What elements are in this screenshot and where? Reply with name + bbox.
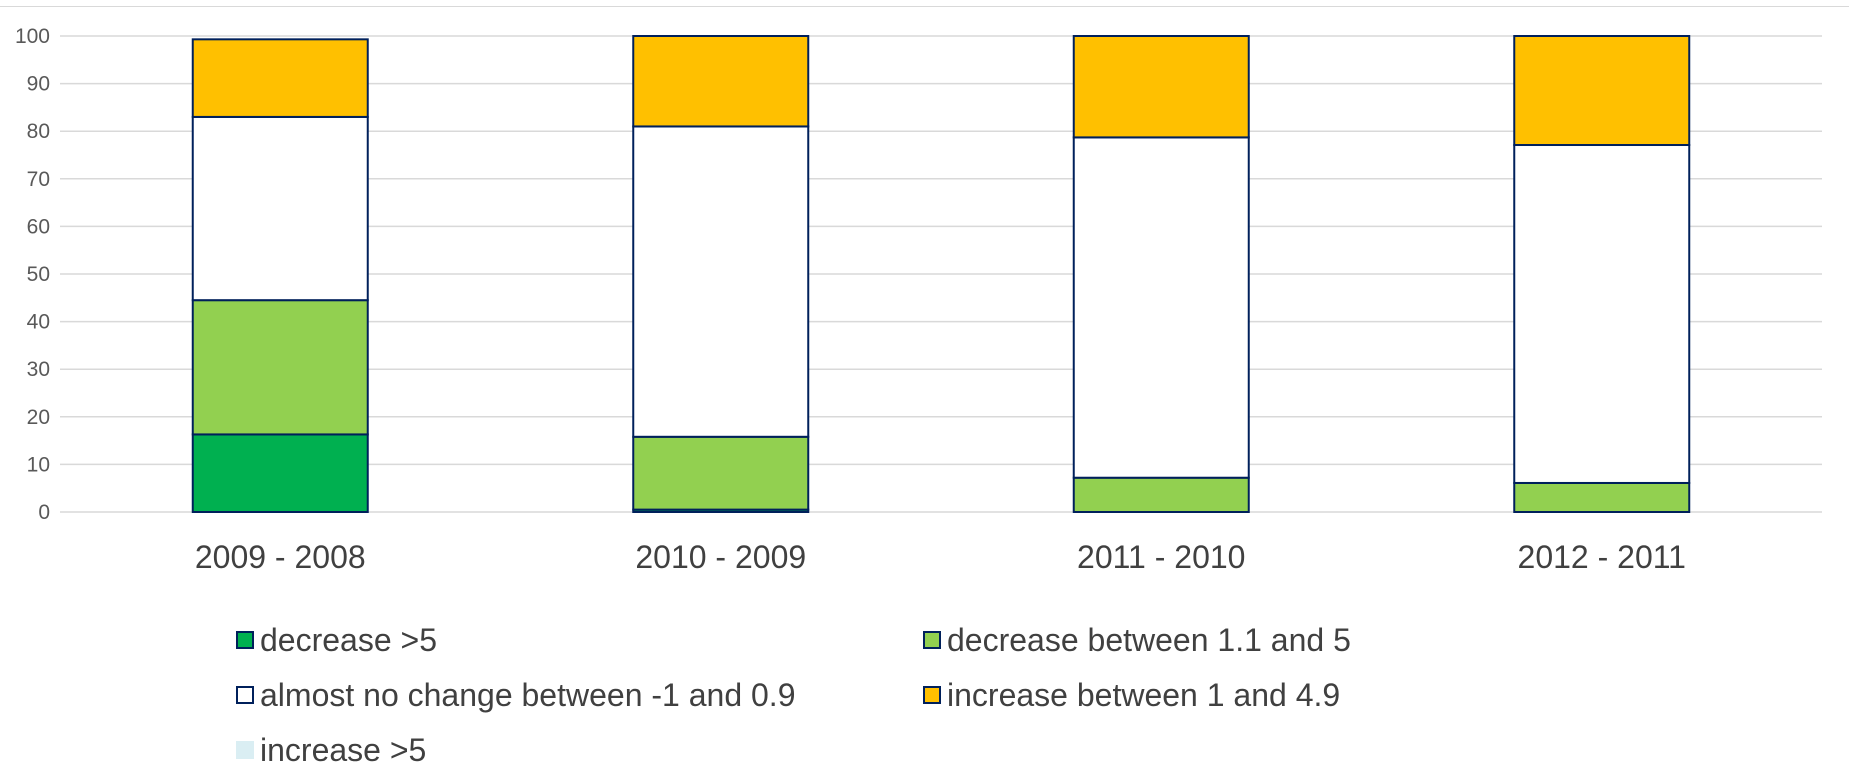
x-category-label: 2010 - 2009 bbox=[635, 539, 806, 575]
bar-segment bbox=[1072, 35, 1250, 139]
bar-segment bbox=[1513, 35, 1691, 147]
y-tick-label: 20 bbox=[27, 406, 50, 429]
x-category-label: 2009 - 2008 bbox=[195, 539, 366, 575]
x-category-label: 2012 - 2011 bbox=[1518, 539, 1686, 575]
bar-segment bbox=[1072, 476, 1250, 513]
bar-segment bbox=[191, 115, 369, 302]
bar-segment bbox=[632, 35, 810, 128]
y-tick-label: 30 bbox=[27, 358, 50, 381]
x-category-label: 2011 - 2010 bbox=[1077, 539, 1245, 575]
bar-segment bbox=[632, 125, 810, 438]
bar-segment bbox=[1513, 481, 1691, 513]
y-tick-label: 80 bbox=[27, 120, 50, 143]
y-tick-label: 40 bbox=[27, 311, 50, 334]
top-border-line bbox=[0, 6, 1849, 7]
bar-segment bbox=[632, 435, 810, 511]
y-tick-label: 10 bbox=[27, 453, 50, 476]
y-tick-label: 60 bbox=[27, 215, 50, 238]
bar-segment bbox=[191, 299, 369, 436]
x-axis-category-labels: 2009 - 2008 2010 - 2009 2011 - 2010 2012 - … bbox=[195, 539, 1686, 575]
bar-segment bbox=[191, 38, 369, 118]
bar-segment bbox=[191, 433, 369, 513]
y-tick-label: 90 bbox=[27, 73, 50, 96]
bar-segment bbox=[1072, 136, 1250, 479]
y-tick-label: 0 bbox=[38, 501, 50, 524]
y-axis-tick-labels: 0 10 20 30 40 50 60 70 80 90 100 bbox=[15, 25, 50, 524]
y-tick-label: 70 bbox=[27, 168, 50, 191]
bars bbox=[191, 35, 1691, 513]
y-tick-label: 50 bbox=[27, 263, 50, 286]
y-tick-label: 100 bbox=[15, 25, 50, 48]
bar-segment bbox=[1513, 144, 1691, 484]
